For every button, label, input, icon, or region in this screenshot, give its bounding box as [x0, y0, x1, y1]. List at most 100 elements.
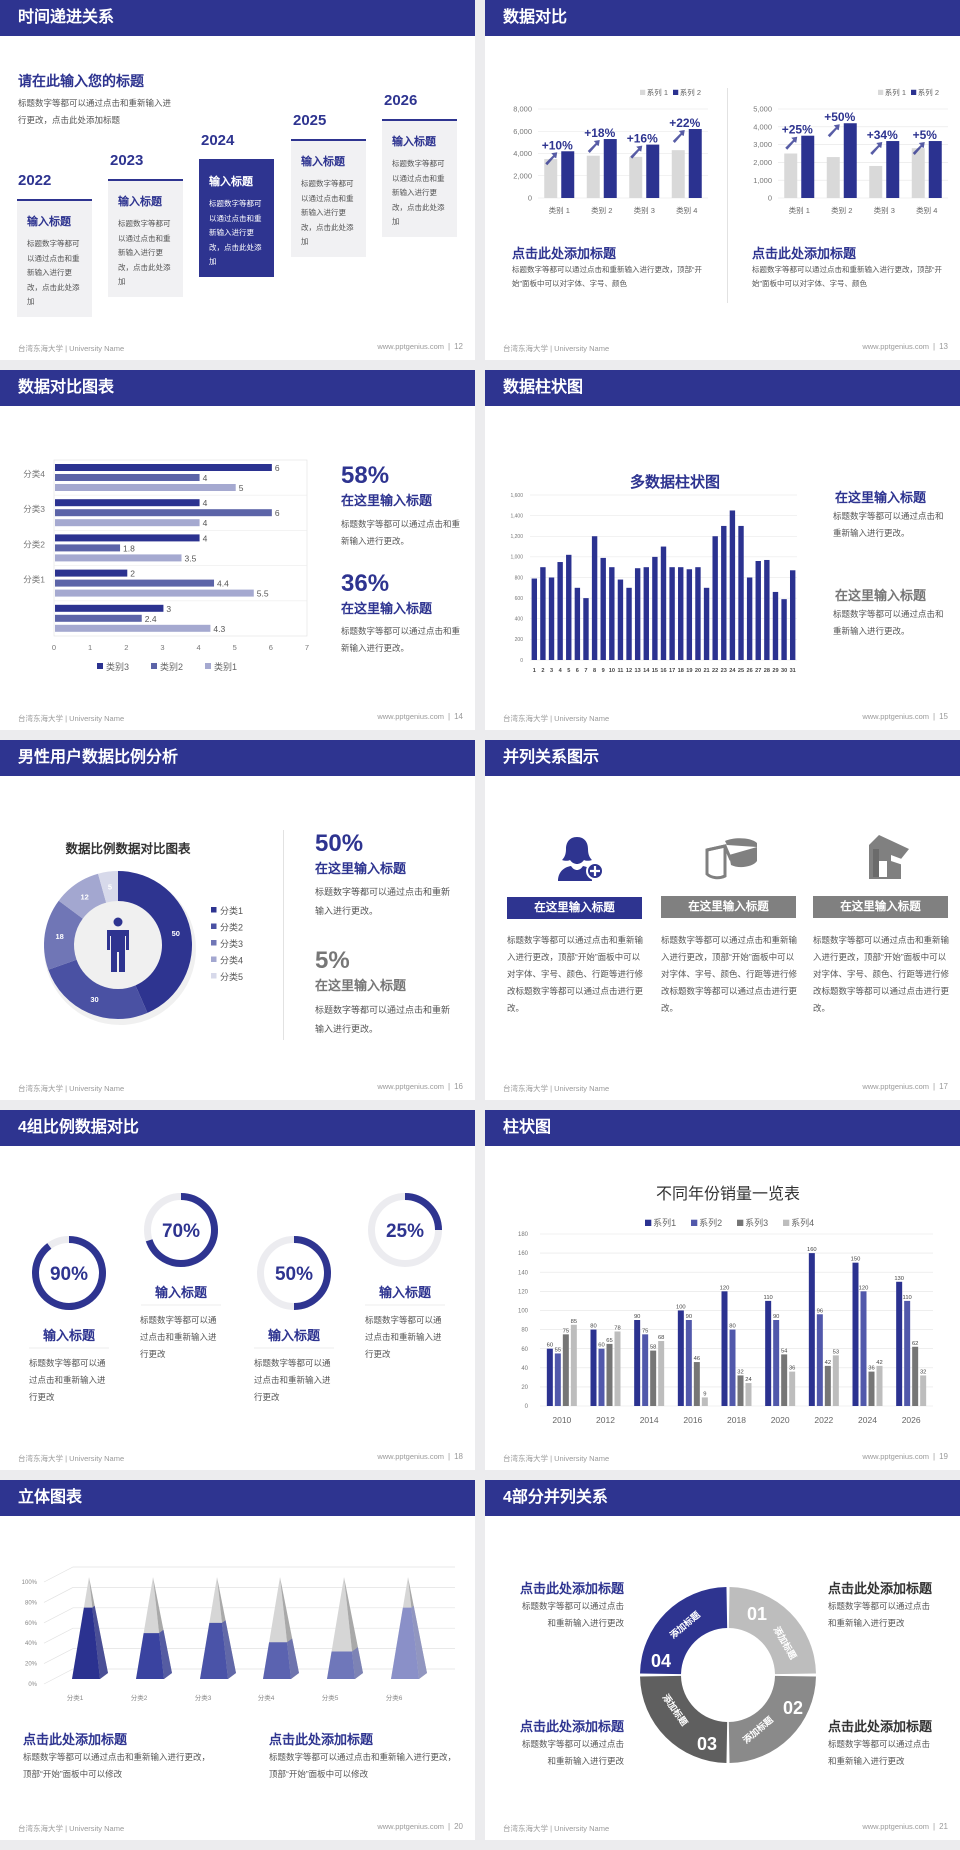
data-label: 4.3 [213, 624, 225, 634]
bar [843, 123, 857, 198]
card-text: 标题数字等都可以通过点击和重新输入进行更改，点击此处添加 [27, 239, 80, 306]
growth-label: +18% [584, 126, 615, 140]
data-label: 65 [606, 1338, 612, 1344]
slide-16-donut[interactable]: 男性用户数据比例分析 数据比例数据对比图表 50 分类1 30 分类2 18 分类3 12 分类… [0, 740, 475, 1100]
title-button[interactable]: 在这里输入标题 [813, 896, 948, 918]
block-text-line-1: 标题数字等都可以通过点击 [828, 1601, 931, 1611]
data-label: 54 [781, 1348, 788, 1354]
timeline-card[interactable]: 输入标题 标题数字等都可以通过点击和重新输入进行更改，点击此处添加 [17, 199, 92, 317]
x-tick-label: 6 [576, 668, 579, 674]
timeline-card-highlighted[interactable]: 输入标题 标题数字等都可以通过点击和重新输入进行更改，点击此处添加 [199, 159, 274, 277]
bar [55, 474, 200, 481]
x-tick-label: 类别 4 [916, 205, 937, 215]
legend-label: 类别1 [214, 661, 237, 672]
ring-text: 标题数字等都可以通过点击和重新输入进行更改 [29, 1358, 106, 1402]
page-number: 18 [454, 1452, 463, 1461]
bar [911, 148, 925, 198]
x-tick-label: 5 [567, 668, 570, 674]
stat-text: 标题数字等都可以通过点击和重新输入进行更改。 [315, 1005, 451, 1034]
x-tick-label: 29 [772, 668, 778, 674]
title-button[interactable]: 在这里输入标题 [661, 896, 796, 918]
year-label: 2026 [384, 92, 418, 109]
timeline-card[interactable]: 输入标题 标题数字等都可以通过点击和重新输入进行更改，点击此处添加 [382, 119, 457, 237]
pyramid-fill-front [200, 1622, 228, 1679]
bar [816, 1314, 823, 1406]
bar [824, 1365, 831, 1406]
bar [548, 577, 555, 660]
bar [729, 510, 736, 660]
slide-12-timeline[interactable]: 时间递进关系 请在此输入您的标题 标题数字等都可以通过点击和重新输入进 行更改，… [0, 0, 475, 360]
slide-19-grouped-bar[interactable]: 柱状图 不同年份销量一览表 系列1 系列2 系列3 系列4 0 20 40 60 80 100 120… [485, 1110, 960, 1470]
slide-15-column-chart[interactable]: 数据柱状图 多数据柱状图 0 200 400 600 800 1,000 1,200 1,400… [485, 370, 960, 730]
male-user-icon [107, 917, 129, 972]
growth-label: +50% [824, 110, 855, 124]
bar [876, 1365, 883, 1406]
page-number: 21 [939, 1822, 948, 1831]
data-label: 80 [590, 1324, 596, 1330]
footer-url: www.pptgenius.com | 13 [862, 342, 948, 351]
bar [603, 139, 617, 198]
bar [832, 1355, 839, 1406]
data-label: 90 [686, 1314, 692, 1320]
growth-label: +5% [913, 128, 938, 142]
pyramid-fill-front [391, 1607, 419, 1679]
data-label: 1.8 [123, 543, 135, 553]
bar [801, 135, 815, 198]
slide-header: 柱状图 [485, 1110, 960, 1146]
y-tick-label: 1,200 [510, 534, 523, 540]
ring-heading: 输入标题 [154, 1285, 207, 1300]
page-number: 19 [939, 1452, 948, 1461]
bar [912, 1346, 919, 1406]
gridline [43, 1648, 455, 1664]
slice-label: 30 [90, 995, 98, 1004]
footer-school: 台湾东海大学 | University Name [503, 1454, 610, 1463]
slide-17-parallel[interactable]: 并列关系图示 在这里输入标题 在这里输入标题 在这里输入标题 标题数字等都可以通… [485, 740, 960, 1100]
legend-swatch [737, 1219, 744, 1226]
donut-chart: 数据比例数据对比图表 50 分类1 30 分类2 18 分类3 12 分类4 5 分类5 [44, 841, 243, 1025]
donut-slice [48, 959, 148, 1019]
slide-21-four-parts[interactable]: 4部分并列关系 添加标题 01 添加标题 02 添加标题 03 添加标题 04 点击此处添加标… [485, 1480, 960, 1840]
x-tick-label: 2 [541, 668, 544, 674]
item-text: 标题数字等都可以通过点击和重新输入进行更改，顶部“开始”面板中可以对字体、字号、… [661, 935, 798, 1013]
y-tick-label: 20 [521, 1385, 528, 1391]
bar [650, 1350, 657, 1406]
x-tick-label: 6 [269, 643, 273, 652]
data-label: 85 [571, 1319, 577, 1325]
bar [729, 1329, 736, 1406]
slide-20-3d-chart[interactable]: 立体图表 0% 20% 40% 60% 80% 100% 分类1 分类2 分类3 分类4 分类5 分类… [0, 1480, 475, 1840]
x-tick-label: 类别 2 [591, 205, 612, 215]
title-button[interactable]: 在这里输入标题 [507, 897, 642, 919]
ring-text: 标题数字等都可以通过点击和重新输入进行更改 [254, 1358, 331, 1402]
x-tick-label: 5 [233, 643, 237, 652]
bar [566, 554, 572, 660]
slide-14-horizontal-bar[interactable]: 数据对比图表 6 4 5 分类4 4 6 4 分类3 4 1.8 3.5 分类2 2 4.4 5.5 分类1 3… [0, 370, 475, 730]
card-title: 输入标题 [118, 196, 162, 208]
legend-label: 系列3 [745, 1217, 768, 1228]
bar [737, 1375, 744, 1406]
x-tick-label: 2012 [596, 1415, 615, 1425]
block-heading: 在这里输入标题 [835, 490, 927, 505]
donut-slice [98, 871, 118, 903]
bar [868, 1371, 875, 1406]
slide-title: 并列关系图示 [503, 749, 600, 766]
legend-swatch [640, 89, 646, 95]
data-label: 58 [650, 1345, 656, 1351]
legend-swatch [878, 89, 884, 95]
bar [55, 614, 142, 622]
y-tick-label: 40% [25, 1641, 38, 1647]
section-heading: 请在此输入您的标题 [18, 73, 144, 89]
slide-18-progress-rings[interactable]: 4组比例数据对比 90% 70% 50% 25% 输入标题 标题数字等都可以通过点击和… [0, 1110, 475, 1470]
bar [781, 1354, 788, 1406]
slice-label: 12 [80, 892, 88, 901]
data-label: 75 [563, 1328, 569, 1334]
bar [703, 587, 710, 660]
x-tick-label: 3 [160, 643, 164, 652]
data-label: 46 [694, 1356, 700, 1362]
data-label: 120 [859, 1285, 869, 1291]
data-label: 4 [203, 473, 208, 483]
donut-slice [118, 871, 192, 1013]
timeline-card[interactable]: 输入标题 标题数字等都可以通过点击和重新输入进行更改，点击此处添加 [291, 139, 366, 257]
slide-title: 时间递进关系 [18, 9, 115, 26]
timeline-card[interactable]: 输入标题 标题数字等都可以通过点击和重新输入进行更改，点击此处添加 [108, 179, 183, 297]
slide-13-data-comparison[interactable]: 数据对比 0 2,000 4,000 6,000 8,000 类别 1 类别 2 类别 3 类别… [485, 0, 960, 360]
